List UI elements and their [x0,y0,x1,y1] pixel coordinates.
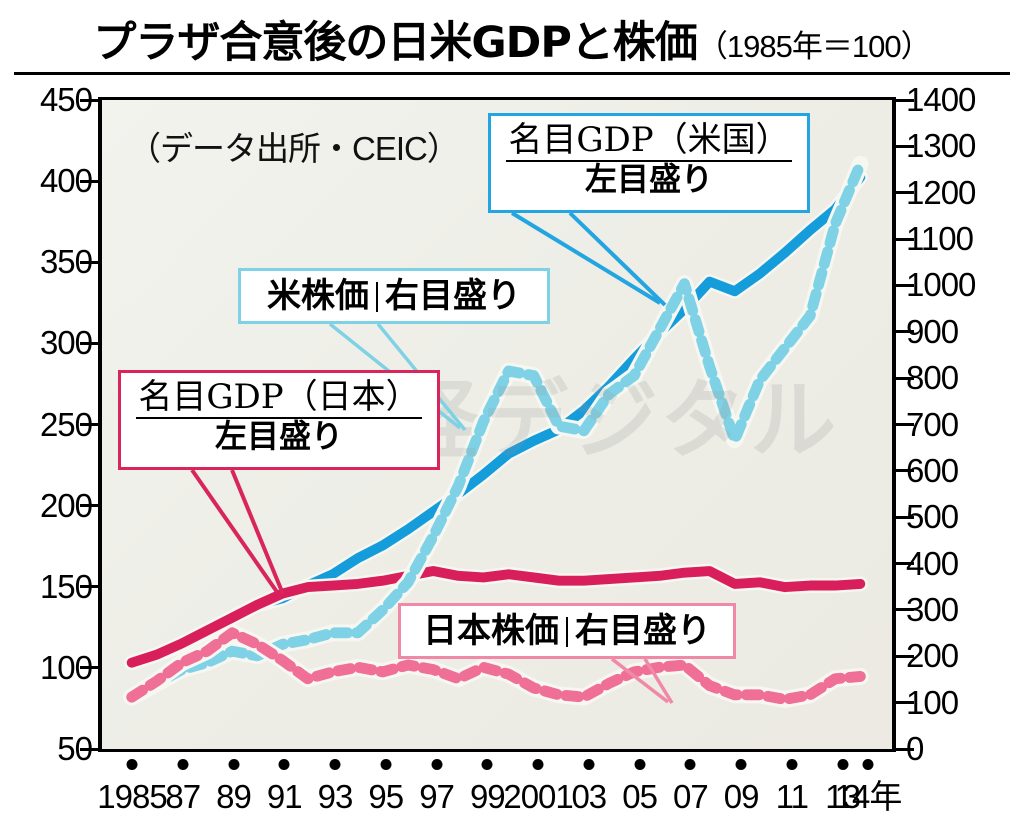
x-axis-tick-dot [583,759,595,770]
x-axis-tick-dot [862,759,874,770]
x-axis-tick-label: 99 [469,778,506,815]
series-line-2 [126,158,866,703]
divider-icon [376,281,378,312]
left-axis-labels: 450 400 350 300 250 200 150 100 50 [0,0,93,830]
x-axis-tick-label: 2001 [503,778,573,815]
axis-tick-mark [896,701,914,705]
right-axis-tick-label: 800 [906,359,959,397]
x-axis-tick-dot [786,759,798,770]
x-axis-tick-label: 13 [825,778,861,815]
x-axis-tick-dot [278,759,290,770]
divider-icon [566,616,568,647]
title-main: プラザ合意後の日米GDPと株価 [93,18,698,68]
title-divider [14,72,1010,75]
right-axis-tick-label: 0 [906,730,924,767]
right-axis-tick-label: 1200 [906,173,976,211]
axis-tick-mark [80,341,98,345]
axis-tick-mark [896,608,914,612]
x-axis-tick-dot [481,759,493,770]
right-axis-tick-label: 500 [906,498,959,536]
chart-svg [123,155,869,708]
axis-tick-mark [896,330,914,334]
right-axis-tick-label: 700 [906,405,959,443]
right-axis-tick-label: 300 [906,590,959,628]
axis-tick-mark [896,747,914,751]
axis-tick-mark [896,423,914,426]
right-axis-tick-label: 900 [906,312,959,350]
title-paren: （1985年＝100） [696,29,932,64]
axis-tick-mark [896,283,914,287]
axis-tick-mark [80,260,98,264]
x-axis-tick-label: 11 [775,778,809,815]
x-axis-tick-label: 87 [165,778,201,815]
annotation-us-stock-line1: 米株価 [267,275,369,316]
x-axis-tick-label: 1985 [97,778,167,815]
axis-tick-mark [80,585,98,589]
x-axis-tick-label: 07 [672,778,709,815]
x-axis-tick-dot [329,759,341,770]
right-axis-tick-label: 1300 [906,127,976,165]
x-axis-tick-label: 05 [622,778,658,815]
x-axis-tick-dot [837,759,849,770]
axis-tick-mark [896,654,914,658]
axis-tick-mark [896,237,914,241]
axis-tick-mark [896,191,914,195]
source-note: （データ出所・CEIC） [128,130,460,167]
x-axis-tick-dot [177,759,189,770]
axis-tick-mark [896,98,914,102]
right-axis-tick-label: 100 [906,683,959,721]
x-axis-tick-label: 91 [266,778,303,815]
axis-tick-mark [80,504,98,508]
series-line-3 [126,627,866,705]
right-axis-labels: 1400 1300 1200 1100 1000 900 800 700 600 500 400 30… [906,0,1024,830]
annotation-jp-stock: 日本株価 右目盛り [398,603,736,659]
x-axis-tick-dot [634,759,646,770]
annotation-us-stock: 米株価 右目盛り [238,268,550,324]
annotation-us-gdp: 名目GDP（米国） 左目盛り [488,113,810,213]
axis-tick-mark [896,469,914,473]
annotation-jp-gdp-line1: 名目GDP（日本） [136,377,422,419]
annotation-jp-gdp: 名目GDP（日本） 左目盛り [118,370,440,470]
right-axis-tick-label: 1100 [906,220,974,258]
axis-tick-mark [896,376,914,380]
x-axis-tick-label: 14年 [834,778,903,815]
annotation-us-gdp-line2: 左目盛り [584,159,713,198]
right-axis-tick-label: 1000 [906,266,976,304]
annotation-jp-gdp-line2: 左目盛り [214,416,343,455]
x-axis-tick-dot [380,759,392,770]
x-axis-tick-label: 97 [419,778,455,815]
x-axis-tick-label: 03 [571,778,607,815]
axis-tick-mark [80,98,98,102]
right-axis-tick-label: 1400 [906,81,976,118]
x-axis-tick-dot [684,759,696,770]
axis-tick-mark [896,144,914,148]
x-axis-tick-dot [532,759,544,770]
right-axis-tick-label: 600 [906,451,959,489]
series-line-1 [126,566,866,668]
axis-tick-mark [80,666,98,670]
annotation-jp-stock-line2: 右目盛り [575,610,711,651]
axis-tick-mark [80,747,98,751]
x-axis-tick-dot [735,759,747,770]
page-title: プラザ合意後の日米GDPと株価（1985年＝100） [0,8,1024,70]
x-axis-tick-label: 95 [368,778,404,815]
annotation-jp-stock-line1: 日本株価 [423,610,559,651]
right-axis-tick-label: 200 [906,637,959,675]
axis-tick-mark [896,562,914,566]
annotation-us-gdp-line1: 名目GDP（米国） [506,120,792,162]
x-axis-tick-dot [431,759,443,770]
annotation-us-stock-line2: 右目盛り [385,275,521,316]
right-axis-tick-label: 400 [906,544,959,582]
x-axis-tick-dot [126,759,138,770]
axis-tick-mark [896,515,914,519]
axis-tick-mark [80,423,98,426]
x-axis-tick-label: 93 [317,778,354,815]
x-axis-tick-label: 09 [723,778,760,815]
axis-tick-mark [80,179,98,183]
x-axis-tick-dot [228,759,240,770]
x-axis-tick-label: 89 [216,778,252,815]
